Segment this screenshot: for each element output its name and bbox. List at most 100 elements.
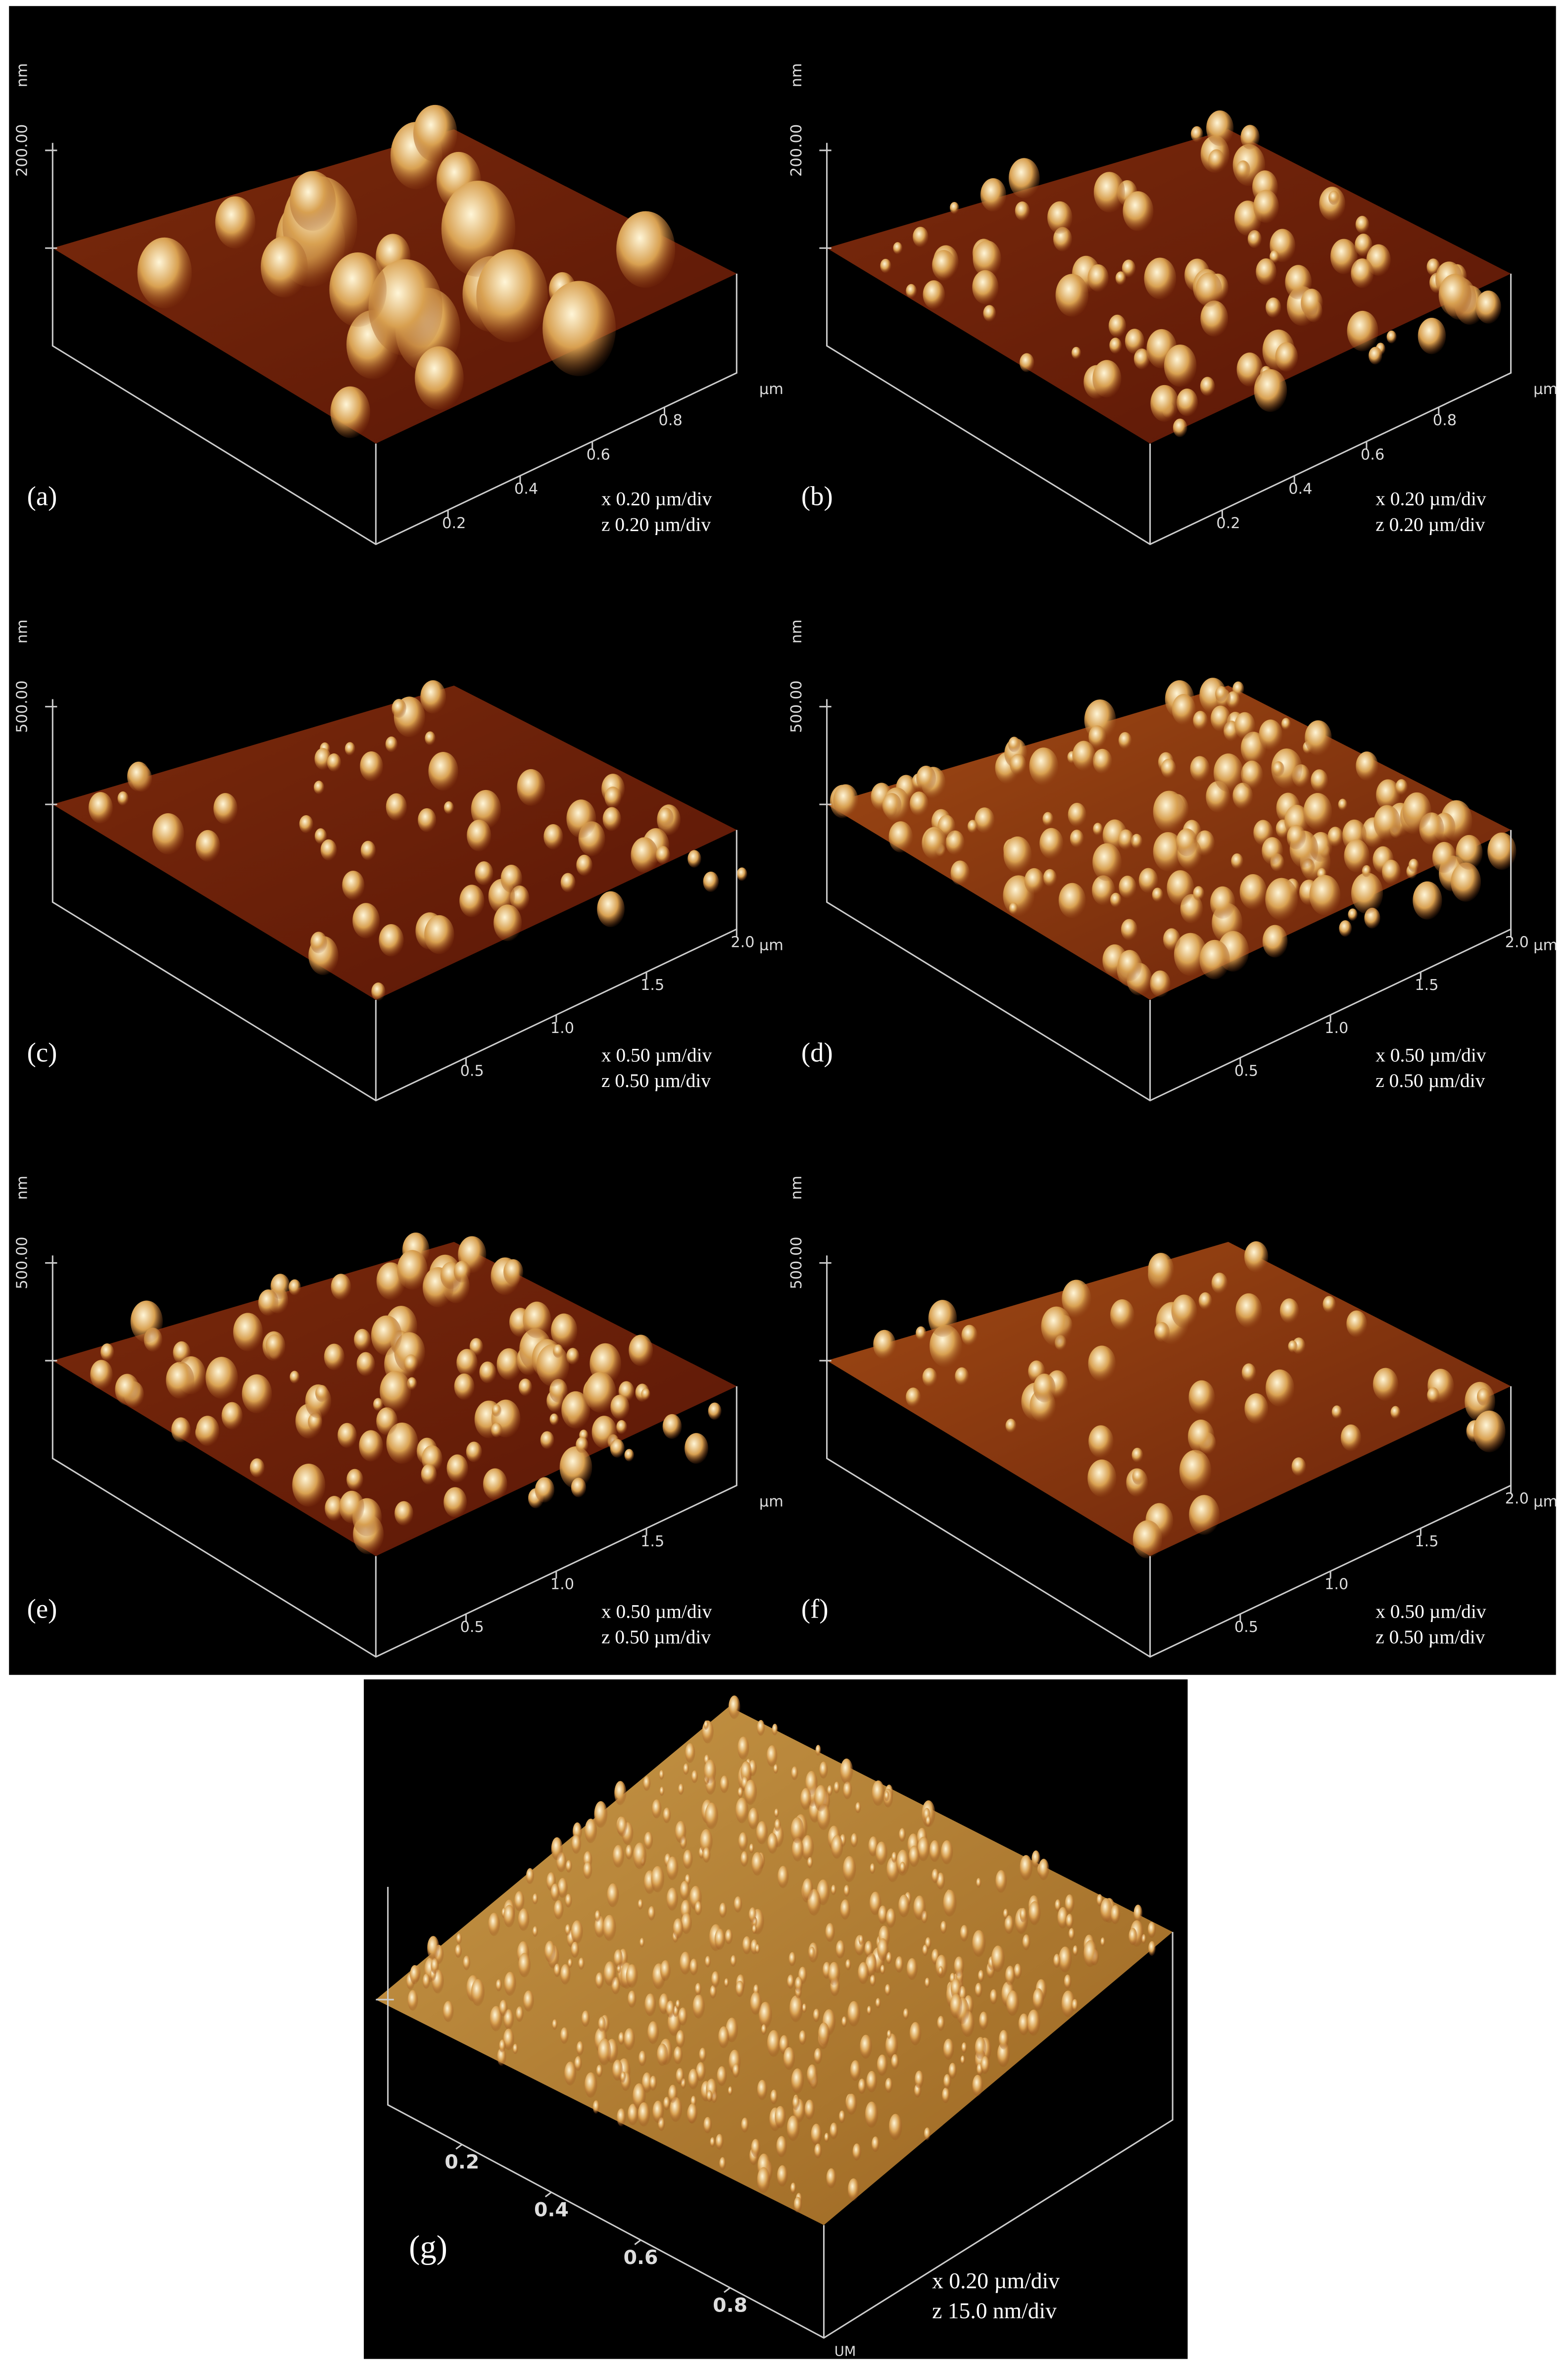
surface-feature [1256, 258, 1276, 286]
surface-feature [503, 2009, 514, 2030]
panel-label: (c) [27, 1037, 57, 1067]
surface-feature [360, 751, 383, 782]
surface-feature [327, 753, 342, 772]
surface-feature [875, 1998, 881, 2009]
surface-feature [1386, 330, 1397, 344]
z-tick-label: 200.00 [788, 124, 805, 177]
surface-feature [404, 1354, 418, 1373]
surface-feature [891, 1852, 897, 1863]
surface-feature [814, 1785, 828, 1812]
surface-feature [1390, 1406, 1401, 1419]
surface-feature [695, 1983, 702, 1996]
surface-feature [1381, 859, 1401, 884]
surface-feature [895, 1956, 904, 1973]
surface-feature [916, 765, 936, 791]
surface-feature [513, 2043, 518, 2055]
surface-feature [616, 1420, 627, 1434]
surface-feature [1309, 875, 1341, 916]
surface-feature [1072, 346, 1081, 359]
surface-feature [666, 1856, 679, 1880]
surface-feature [718, 2026, 730, 2048]
surface-feature [475, 861, 493, 886]
scale-note: z 0.50 µm/div [1375, 1070, 1485, 1091]
surface-feature [647, 2021, 659, 2044]
surface-feature [702, 1847, 711, 1863]
surface-feature [1088, 1425, 1114, 1458]
surface-feature [792, 2096, 800, 2111]
surface-feature [633, 1842, 647, 1870]
surface-feature [915, 2070, 924, 2089]
surface-feature [413, 104, 457, 162]
surface-feature [371, 982, 386, 1001]
surface-feature [315, 1385, 329, 1402]
surface-feature [392, 699, 407, 718]
surface-feature [88, 792, 113, 824]
surface-feature [1171, 1294, 1197, 1328]
surface-feature [1066, 1914, 1074, 1929]
surface-feature [289, 1279, 301, 1295]
x-tick-mark [455, 2144, 463, 2150]
surface-feature [249, 1458, 265, 1478]
surface-feature [137, 237, 192, 308]
x-tick-label: 0.8 [713, 2294, 747, 2317]
surface-feature [1062, 1280, 1091, 1318]
surface-feature [748, 1808, 759, 1829]
surface-feature [770, 2089, 778, 2105]
surface-feature [924, 2127, 931, 2141]
surface-feature [1087, 1459, 1117, 1497]
surface-feature [738, 1832, 748, 1851]
surface-feature [1064, 1974, 1072, 1989]
surface-feature [1073, 1945, 1078, 1956]
surface-feature [866, 2070, 878, 2093]
surface-feature [706, 2090, 713, 2103]
surface-feature [830, 2122, 838, 2139]
x-tick-label: 1.5 [1415, 1533, 1438, 1550]
scale-note: z 0.50 µm/div [601, 1626, 711, 1648]
surface-feature [1347, 310, 1378, 351]
surface-feature [843, 1885, 850, 1897]
surface-feature [1092, 360, 1122, 397]
surface-feature [761, 2024, 767, 2035]
surface-feature [793, 2196, 802, 2213]
surface-feature [878, 1905, 887, 1924]
surface-feature [1327, 827, 1343, 847]
surface-feature [1232, 783, 1253, 809]
surface-feature [386, 793, 407, 821]
surface-feature [443, 801, 454, 814]
surface-feature [1006, 1990, 1019, 2016]
surface-feature [576, 2041, 584, 2056]
surface-feature [801, 1835, 814, 1861]
surface-feature [648, 1906, 655, 1921]
surface-feature [233, 1313, 263, 1351]
surface-feature [1286, 825, 1306, 850]
surface-feature [554, 1964, 561, 1977]
surface-feature [659, 1786, 665, 1796]
x-tick-label: 0.5 [460, 1062, 484, 1080]
surface-feature [928, 1300, 957, 1337]
surface-feature [858, 1935, 864, 1945]
surface-feature [800, 1788, 812, 1810]
surface-feature [152, 813, 184, 855]
surface-feature [359, 1430, 383, 1462]
surface-feature [595, 1972, 604, 1989]
surface-feature [1402, 792, 1431, 830]
surface-feature [704, 1759, 716, 1784]
surface-feature [1487, 832, 1517, 870]
surface-feature [950, 1994, 963, 2019]
surface-feature [628, 1990, 637, 2008]
surface-feature [1131, 1447, 1143, 1463]
surface-feature [205, 1357, 238, 1399]
surface-feature [1108, 314, 1127, 338]
surface-feature [544, 1941, 556, 1963]
surface-feature [1288, 1340, 1298, 1353]
z-tick-label: 500.00 [788, 681, 805, 733]
panel-label: (d) [801, 1037, 833, 1067]
surface-feature [604, 787, 622, 808]
surface-feature [704, 1720, 709, 1730]
surface-feature [625, 1845, 633, 1860]
surface-feature [171, 1417, 191, 1442]
surface-feature [325, 1496, 344, 1521]
surface-feature [705, 1802, 719, 1829]
surface-feature [410, 1965, 420, 1985]
surface-feature [637, 2102, 650, 2127]
